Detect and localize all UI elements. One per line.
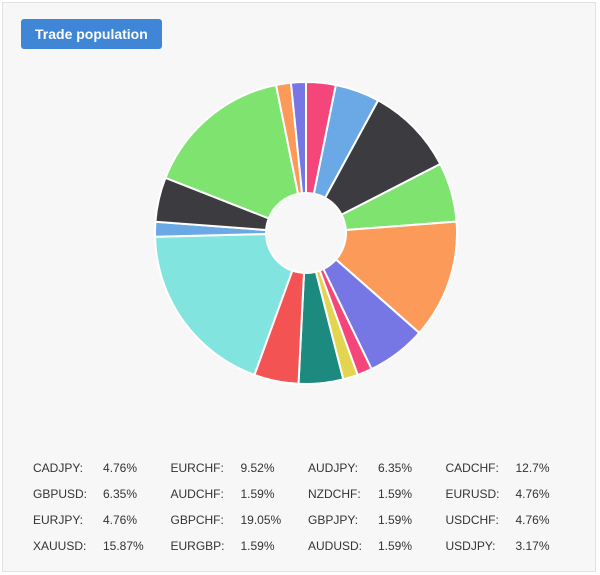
legend-item-name: USDJPY: xyxy=(445,539,496,553)
legend-item: XAUUSD: 15.87% xyxy=(33,539,171,553)
legend-item: GBPCHF: 19.05% xyxy=(171,513,309,527)
legend-item-name: GBPJPY: xyxy=(308,513,359,527)
legend-item-name: AUDUSD: xyxy=(308,539,363,553)
legend-item-value: 19.05% xyxy=(240,513,282,527)
legend-item-value: 1.59% xyxy=(378,539,413,553)
pie-slice-xauusd[interactable] xyxy=(164,83,300,220)
legend-item-name: CADCHF: xyxy=(445,461,499,475)
legend-item-value: 1.59% xyxy=(378,513,413,527)
legend-item-value: 1.59% xyxy=(378,487,413,501)
legend-item-name: GBPUSD: xyxy=(33,487,88,501)
legend-item-value: 3.17% xyxy=(515,539,550,553)
donut-chart xyxy=(3,3,597,423)
legend-item-value: 12.7% xyxy=(515,461,550,475)
legend-row: XAUUSD: 15.87% EURGBP: 1.59% AUDUSD: 1.59% … xyxy=(33,533,583,559)
pie-slice-gbpchf[interactable] xyxy=(154,232,294,377)
legend-item-value: 1.59% xyxy=(240,487,275,501)
legend-item: NZDCHF: 1.59% xyxy=(308,487,446,501)
legend-item-name: AUDJPY: xyxy=(308,461,359,475)
legend-item-name: GBPCHF: xyxy=(170,513,224,527)
legend-item-value: 4.76% xyxy=(515,513,550,527)
legend-item: CADCHF: 12.7% xyxy=(446,461,584,475)
legend-item-name: CADJPY: xyxy=(33,461,84,475)
legend-item: USDJPY: 3.17% xyxy=(446,539,584,553)
legend-item-value: 1.59% xyxy=(240,539,275,553)
legend-item-value: 6.35% xyxy=(378,461,413,475)
legend-item: USDCHF: 4.76% xyxy=(446,513,584,527)
legend-item: EURCHF: 9.52% xyxy=(171,461,309,475)
legend-item-name: EURGBP: xyxy=(170,539,225,553)
legend-item-value: 6.35% xyxy=(103,487,138,501)
legend-item: AUDUSD: 1.59% xyxy=(308,539,446,553)
legend-row: GBPUSD: 6.35% AUDCHF: 1.59% NZDCHF: 1.59% E… xyxy=(33,481,583,507)
legend-item: AUDJPY: 6.35% xyxy=(308,461,446,475)
legend-item-value: 4.76% xyxy=(103,513,138,527)
legend-item-name: XAUUSD: xyxy=(33,539,87,553)
legend: CADJPY: 4.76% EURCHF: 9.52% AUDJPY: 6.35% C… xyxy=(33,455,583,559)
legend-item: CADJPY: 4.76% xyxy=(33,461,171,475)
legend-item: AUDCHF: 1.59% xyxy=(171,487,309,501)
pie-slice-eurjpy[interactable] xyxy=(289,80,307,195)
legend-item: EURGBP: 1.59% xyxy=(171,539,309,553)
legend-item-value: 4.76% xyxy=(515,487,550,501)
legend-item-value: 15.87% xyxy=(103,539,144,553)
legend-item-name: USDCHF: xyxy=(445,513,499,527)
legend-item: GBPUSD: 6.35% xyxy=(33,487,171,501)
legend-item-name: EURUSD: xyxy=(445,487,500,501)
legend-item-name: EURCHF: xyxy=(170,461,224,475)
legend-item-value: 9.52% xyxy=(240,461,275,475)
legend-item-value: 4.76% xyxy=(103,461,138,475)
legend-item-name: EURJPY: xyxy=(33,513,84,527)
pie-slice-cadchf[interactable] xyxy=(334,220,458,335)
legend-row: EURJPY: 4.76% GBPCHF: 19.05% GBPJPY: 1.59% … xyxy=(33,507,583,533)
legend-item-name: NZDCHF: xyxy=(308,487,361,501)
legend-item: GBPJPY: 1.59% xyxy=(308,513,446,527)
trade-population-button[interactable]: Trade population xyxy=(21,19,162,49)
legend-item: EURJPY: 4.76% xyxy=(33,513,171,527)
legend-row: CADJPY: 4.76% EURCHF: 9.52% AUDJPY: 6.35% C… xyxy=(33,455,583,481)
donut-chart-svg xyxy=(154,80,458,385)
legend-item: EURUSD: 4.76% xyxy=(446,487,584,501)
legend-item-name: AUDCHF: xyxy=(170,487,224,501)
